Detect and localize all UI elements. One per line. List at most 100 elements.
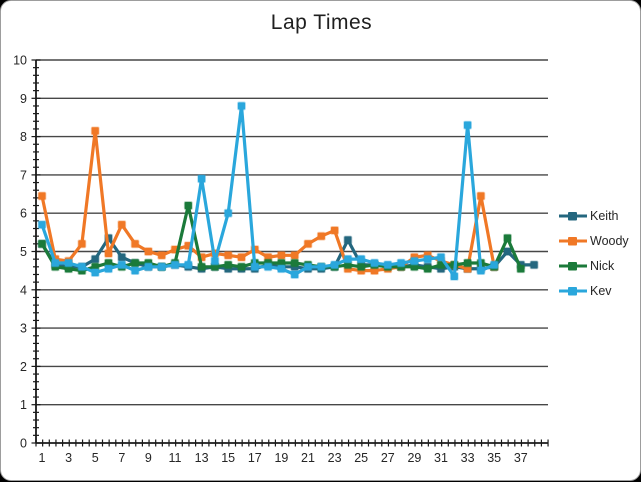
data-point-marker	[90, 254, 100, 264]
data-point-marker	[237, 252, 246, 262]
data-point-marker	[144, 262, 153, 272]
data-point-marker	[316, 262, 326, 272]
data-point-marker	[489, 260, 499, 270]
data-point-marker	[263, 262, 273, 272]
data-point-marker	[290, 270, 300, 279]
data-point-marker	[130, 239, 140, 249]
y-tick-label: 10	[13, 54, 27, 68]
data-point-marker	[290, 258, 300, 268]
legend-square	[568, 287, 577, 296]
legend-square	[568, 237, 577, 246]
y-axis-labels: 0 1 2 3 4 5 6 7 8 9 10	[13, 54, 27, 451]
data-point-marker	[330, 226, 339, 235]
data-point-marker	[144, 247, 153, 256]
data-point-marker	[117, 252, 127, 262]
x-tick-label: 33	[461, 451, 475, 465]
data-point-marker	[237, 101, 246, 111]
data-point-marker	[276, 250, 286, 260]
legend-square	[568, 262, 577, 271]
y-tick-label: 6	[20, 207, 27, 221]
series-kev-line	[37, 101, 499, 281]
data-point-marker	[157, 262, 167, 272]
data-point-marker	[117, 220, 127, 230]
y-tick-label: 5	[20, 245, 27, 259]
x-tick-label: 31	[434, 451, 448, 465]
legend-item-nick[interactable]: Nick	[558, 257, 629, 275]
data-point-marker	[183, 201, 193, 210]
data-point-marker	[503, 233, 512, 243]
data-point-marker	[64, 258, 73, 268]
data-point-marker	[303, 262, 313, 272]
x-tick-label: 1	[39, 451, 46, 465]
x-tick-label: 35	[487, 451, 501, 465]
data-point-marker	[170, 260, 180, 270]
legend-label: Keith	[590, 209, 619, 223]
data-point-marker	[343, 235, 353, 245]
data-point-marker	[356, 262, 366, 272]
data-point-marker	[290, 250, 300, 260]
legend-marker-kev-icon	[559, 287, 587, 296]
x-tick-label: 29	[407, 451, 421, 465]
data-point-marker	[250, 262, 260, 272]
data-point-marker	[130, 266, 140, 276]
data-point-marker	[423, 264, 433, 274]
data-point-marker	[37, 220, 47, 230]
x-axis-labels: 1 3 5 7 9 11 13 15 17 19 21 23 25 27 29 31 33 35 37	[39, 451, 528, 465]
data-point-marker	[330, 260, 339, 270]
data-point-marker	[37, 239, 47, 249]
x-tick-label: 23	[328, 451, 342, 465]
data-point-marker	[396, 258, 406, 268]
data-point-marker	[316, 231, 326, 241]
y-tick-label: 4	[20, 283, 27, 297]
x-tick-label: 3	[65, 451, 72, 465]
y-tick-label: 7	[20, 168, 27, 182]
data-point-marker	[157, 250, 167, 260]
legend-label: Kev	[590, 284, 612, 298]
legend-item-woody[interactable]: Woody	[558, 232, 629, 250]
data-point-marker	[423, 254, 433, 264]
data-point-marker	[463, 120, 472, 130]
x-tick-label: 15	[221, 451, 235, 465]
data-point-marker	[356, 254, 366, 264]
data-point-marker	[223, 260, 233, 270]
x-tick-label: 21	[301, 451, 315, 465]
data-point-marker	[130, 258, 140, 268]
data-point-marker	[117, 260, 127, 270]
legend-label: Nick	[590, 259, 615, 273]
y-tick-label: 8	[20, 130, 27, 144]
x-tick-label: 25	[354, 451, 368, 465]
data-point-marker	[104, 264, 113, 274]
data-point-marker	[90, 268, 100, 277]
data-point-marker	[210, 256, 220, 266]
y-ticks	[31, 59, 41, 444]
data-point-marker	[529, 260, 539, 270]
data-point-marker	[476, 266, 486, 276]
legend-marker-keith-icon	[559, 212, 587, 221]
data-point-marker	[37, 191, 47, 201]
data-point-marker	[303, 239, 313, 249]
x-tick-label: 19	[274, 451, 288, 465]
legend-marker-woody-icon	[559, 237, 587, 246]
legend-label: Woody	[590, 234, 629, 248]
data-point-marker	[516, 264, 526, 274]
x-tick-label: 11	[169, 451, 182, 465]
y-tick-label: 2	[20, 360, 27, 374]
data-point-marker	[77, 262, 87, 272]
y-tick-label: 9	[20, 92, 27, 106]
legend-marker-nick-icon	[559, 262, 587, 271]
data-point-marker	[183, 260, 193, 270]
data-point-marker	[370, 258, 379, 268]
data-point-marker	[223, 250, 233, 260]
legend-square	[568, 212, 577, 221]
data-point-marker	[436, 252, 446, 262]
series-woody-line	[37, 126, 499, 276]
data-point-marker	[463, 258, 472, 268]
y-tick-label: 1	[20, 398, 27, 412]
legend-item-keith[interactable]: Keith	[558, 207, 629, 225]
x-tick-label: 9	[145, 451, 152, 465]
data-point-marker	[383, 260, 393, 270]
data-point-marker	[104, 249, 113, 258]
legend-item-kev[interactable]: Kev	[558, 282, 629, 300]
data-point-marker	[476, 191, 486, 201]
